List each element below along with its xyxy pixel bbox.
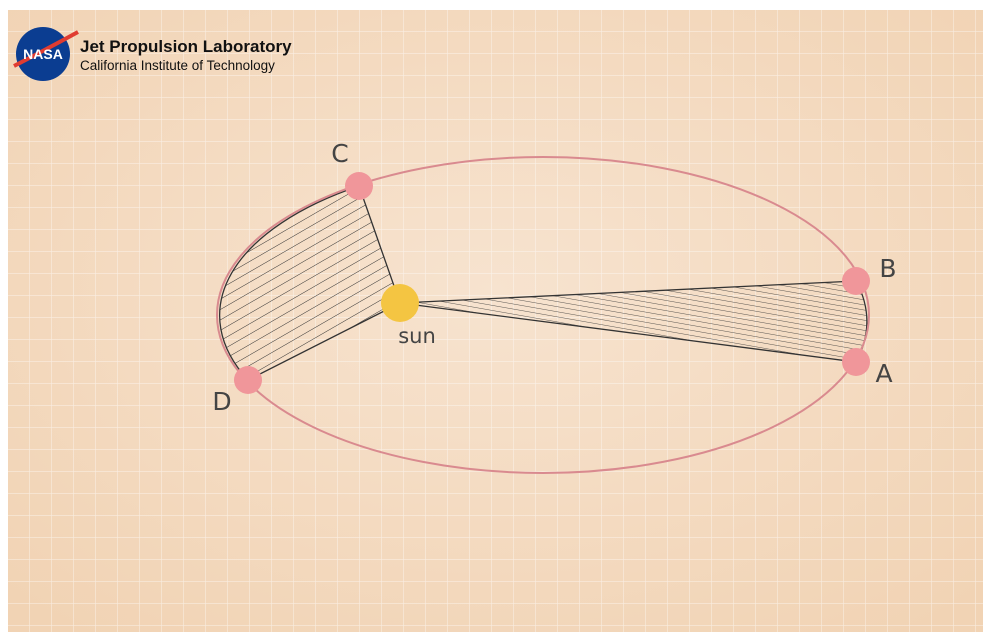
planet-c (345, 172, 373, 200)
nasa-text: NASA (23, 46, 63, 62)
logo: NASA Jet Propulsion Laboratory Californi… (13, 27, 292, 81)
label-d: D (212, 387, 231, 416)
planet-d (234, 366, 262, 394)
swept-area-cd (218, 185, 401, 381)
orbit (216, 156, 870, 474)
label-b: B (879, 254, 896, 283)
lab-institute: California Institute of Technology (80, 58, 275, 73)
label-c: C (331, 139, 348, 168)
sun (381, 284, 419, 322)
lab-name: Jet Propulsion Laboratory (80, 37, 292, 56)
label-a: A (875, 359, 892, 388)
planet-a (842, 348, 870, 376)
nasa-meatball (16, 27, 70, 81)
sun-label: sun (398, 324, 436, 348)
planet-b (842, 267, 870, 295)
nasa-chevron (13, 30, 79, 68)
